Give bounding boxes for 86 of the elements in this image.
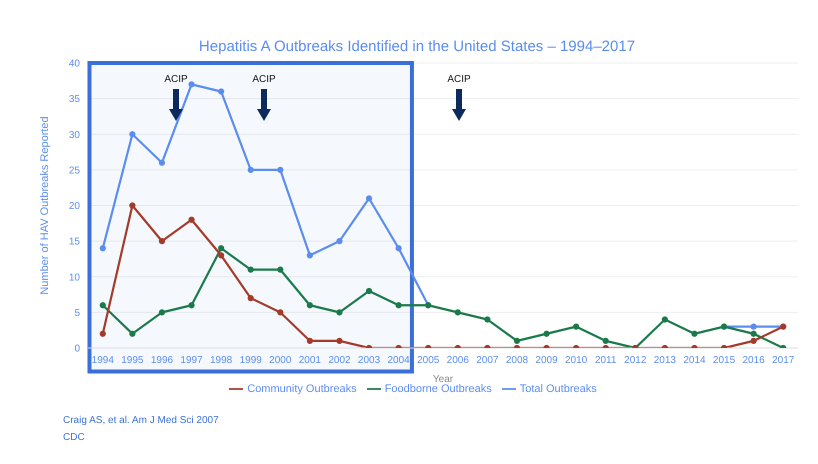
y-tick-label: 35 <box>68 94 80 106</box>
x-tick-label: 2014 <box>683 355 706 366</box>
x-tick-label: 2006 <box>446 355 470 366</box>
legend-label: Total Outbreaks <box>520 382 597 395</box>
point <box>602 338 609 344</box>
y-tick-label: 15 <box>68 236 80 248</box>
text: CDC <box>63 431 86 445</box>
point <box>158 238 166 244</box>
y-tick-label: 40 <box>68 58 80 70</box>
x-tick-label: 2007 <box>476 355 499 366</box>
x-tick-label: 1997 <box>180 355 204 366</box>
x-tick-label: 1999 <box>240 355 262 366</box>
point <box>484 316 490 323</box>
point <box>750 324 757 330</box>
point <box>129 202 136 209</box>
y-tick-label: 10 <box>68 272 80 284</box>
y-tick-label: 30 <box>68 130 80 141</box>
annotation: ACIP <box>446 74 472 85</box>
point <box>218 88 224 95</box>
x-tick-label: 2009 <box>535 355 558 366</box>
point <box>750 330 757 337</box>
legend-label: Community Outbreaks <box>247 382 357 395</box>
point <box>129 131 136 138</box>
point <box>662 316 668 323</box>
point <box>248 295 254 302</box>
point <box>100 302 106 308</box>
point <box>158 160 166 166</box>
point <box>248 166 254 173</box>
point <box>691 330 698 337</box>
point <box>188 302 195 308</box>
x-tick-label: 2003 <box>358 355 381 366</box>
point <box>750 338 757 344</box>
point <box>396 245 402 252</box>
point <box>306 252 313 258</box>
annotation: ACIP <box>251 74 277 85</box>
y-tick-label: 0 <box>74 344 80 355</box>
point <box>514 338 520 344</box>
point <box>366 195 372 202</box>
y-axis-title: Number of HAV Outbreaks Reported <box>38 116 51 295</box>
point <box>454 309 461 316</box>
x-tick-label: 2016 <box>742 355 766 366</box>
x-tick-label: 2017 <box>772 355 795 366</box>
point <box>100 245 106 252</box>
y-tick-label: 20 <box>68 201 80 212</box>
point <box>188 216 195 223</box>
point <box>336 238 343 244</box>
x-tick-label: 2015 <box>712 355 736 366</box>
x-tick-label: 1994 <box>92 355 114 366</box>
point <box>306 338 313 344</box>
point <box>277 266 284 273</box>
point <box>573 324 580 330</box>
x-tick-label: 2001 <box>298 355 322 366</box>
x-tick-label: 2011 <box>594 355 617 366</box>
x-axis-title: Year <box>432 374 454 385</box>
point <box>336 338 343 344</box>
x-tick-label: 2010 <box>565 355 588 366</box>
text: Craig AS, et al. Am J Med Sci 2007 <box>63 414 219 428</box>
annotation: ACIP <box>163 74 189 85</box>
point <box>248 266 254 273</box>
y-tick-label: 5 <box>74 308 80 319</box>
chart-title: Hepatitis A Outbreaks Identified in the United States – 1994–2017 <box>198 38 636 55</box>
x-tick-label: 1998 <box>210 355 233 366</box>
x-tick-label: 2002 <box>328 355 352 366</box>
x-tick-label: 1996 <box>150 355 174 366</box>
point <box>218 245 224 252</box>
point <box>366 288 372 294</box>
point <box>336 309 343 316</box>
point <box>543 330 550 337</box>
y-tick-label: 25 <box>68 165 80 176</box>
point <box>277 309 284 316</box>
x-tick-label: 2000 <box>269 355 292 366</box>
x-tick-label: 2013 <box>654 355 676 366</box>
point <box>277 166 284 173</box>
point <box>218 252 224 258</box>
point <box>306 302 313 308</box>
point <box>158 309 166 316</box>
point <box>188 81 195 88</box>
x-tick-label: 1995 <box>121 355 144 366</box>
point <box>396 302 402 308</box>
legend-label: Foodborne Outbreaks <box>384 382 492 395</box>
point <box>100 330 106 337</box>
x-tick-label: 2005 <box>417 355 440 366</box>
x-tick-label: 2008 <box>506 355 529 366</box>
x-tick-label: 2004 <box>388 355 410 366</box>
point <box>129 330 136 337</box>
x-tick-label: 2012 <box>624 355 647 366</box>
